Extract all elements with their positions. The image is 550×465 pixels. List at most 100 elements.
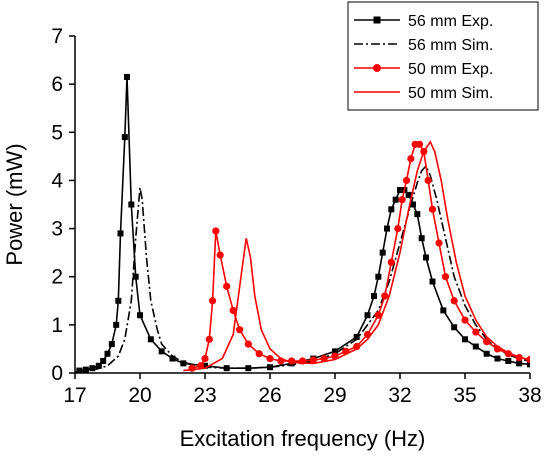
series-0-point-41 <box>429 278 436 285</box>
series-0-point-21 <box>245 365 252 372</box>
series-0-point-28 <box>371 292 377 299</box>
series-2-point-37 <box>461 316 469 324</box>
y-axis-title: Power (mW) <box>2 143 27 265</box>
y-tick-label-4: 4 <box>51 169 63 192</box>
legend-label-0: 56 mm Exp. <box>408 13 493 30</box>
series-0-point-13 <box>132 273 139 280</box>
series-0-point-36 <box>405 191 412 198</box>
series-0-point-16 <box>158 348 165 355</box>
series-0-point-8 <box>115 297 122 304</box>
series-0-point-49 <box>516 360 523 367</box>
series-0-point-47 <box>494 355 501 362</box>
y-tick-label-1: 1 <box>51 314 63 337</box>
series-2-point-2 <box>201 354 209 363</box>
series-2-point-5 <box>212 227 220 235</box>
legend-label-1: 56 mm Sim. <box>408 37 493 54</box>
x-axis-title: Excitation frequency (Hz) <box>180 426 426 451</box>
series-0-point-46 <box>483 350 490 357</box>
series-2-point-11 <box>255 350 263 358</box>
series-2-point-3 <box>205 335 213 343</box>
y-tick-label-7: 7 <box>51 25 63 48</box>
series-0-point-18 <box>180 360 187 367</box>
series-0-point-32 <box>388 206 395 213</box>
series-0-point-5 <box>104 350 111 357</box>
series-0-point-6 <box>108 341 115 348</box>
series-0-point-33 <box>392 196 399 203</box>
series-0-point-26 <box>353 333 360 340</box>
x-tick-label-6: 35 <box>453 384 476 407</box>
series-0-point-9 <box>117 230 124 237</box>
series-2-point-26 <box>398 196 406 204</box>
x-tick-label-7: 38 <box>518 384 541 407</box>
series-2-point-10 <box>244 340 252 348</box>
y-tick-label-6: 6 <box>51 73 63 96</box>
series-0-point-15 <box>147 336 154 343</box>
series-0-point-22 <box>267 364 273 371</box>
x-tick-label-4: 29 <box>323 384 346 407</box>
series-0-point-40 <box>423 254 429 261</box>
series-2-point-28 <box>407 155 415 163</box>
series-2-point-7 <box>223 282 231 290</box>
x-tick-label-1: 20 <box>128 384 151 407</box>
series-2-point-6 <box>216 251 224 259</box>
series-0-point-30 <box>379 249 386 256</box>
series-line-2 <box>191 143 530 369</box>
x-tick-label-2: 23 <box>193 384 216 407</box>
series-0-point-50 <box>527 361 530 368</box>
series-2-point-22 <box>374 311 382 319</box>
series-2-point-34 <box>435 239 443 247</box>
y-tick-label-2: 2 <box>51 266 63 289</box>
series-0-point-19 <box>202 362 208 369</box>
series-2-point-12 <box>266 354 274 363</box>
legend: 56 mm Exp. 56 mm Sim. 50 mm Exp. 50 mm Sim. <box>347 1 539 111</box>
series-2-point-38 <box>472 328 480 336</box>
series-2-point-1 <box>197 362 205 370</box>
series-0-point-0 <box>76 367 83 373</box>
x-tick-label-0: 17 <box>63 384 86 407</box>
series-0-point-37 <box>410 201 416 208</box>
series-line-0 <box>79 76 530 372</box>
series-0-point-25 <box>332 348 338 355</box>
series-2-point-16 <box>309 356 317 364</box>
series-2-point-27 <box>402 176 411 185</box>
series-2-point-32 <box>424 176 432 185</box>
y-tick-label-0: 0 <box>51 362 63 385</box>
series-0-point-4 <box>100 357 107 364</box>
series-line-3 <box>183 140 530 372</box>
x-tick-label-5: 32 <box>388 384 411 407</box>
series-0-point-42 <box>440 307 447 314</box>
x-tick-label-3: 26 <box>258 384 281 407</box>
series-2-point-36 <box>450 297 458 305</box>
series-0-point-1 <box>82 366 89 373</box>
series-0-point-34 <box>397 187 403 194</box>
series-0-point-45 <box>472 343 479 350</box>
series-2-point-33 <box>428 205 437 213</box>
series-2-point-9 <box>236 326 244 334</box>
series-2-point-8 <box>229 306 237 315</box>
series-2-point-24 <box>387 258 395 266</box>
series-2-point-39 <box>483 338 491 346</box>
series-0-point-44 <box>462 336 468 343</box>
series-0-point-7 <box>113 321 120 328</box>
plot-area <box>75 73 530 373</box>
series-0-point-31 <box>384 225 390 232</box>
legend-label-3: 50 mm Sim. <box>408 85 493 102</box>
series-0-point-12 <box>128 201 135 208</box>
series-2-point-4 <box>208 297 217 305</box>
series-0-point-29 <box>375 273 382 280</box>
series-2-point-25 <box>394 224 402 233</box>
legend-label-2: 50 mm Exp. <box>408 61 493 78</box>
series-0-point-17 <box>169 355 176 362</box>
series-0-point-11 <box>124 73 130 80</box>
legend-marker-0 <box>373 16 381 24</box>
series-2-point-30 <box>415 140 424 148</box>
y-tick-label-3: 3 <box>51 218 63 241</box>
series-0-point-38 <box>414 211 421 218</box>
series-0-point-48 <box>505 357 512 364</box>
series-0-point-10 <box>121 134 128 141</box>
series-0-point-39 <box>418 235 425 242</box>
series-0-point-2 <box>89 365 96 372</box>
y-tick-label-5: 5 <box>51 121 63 144</box>
